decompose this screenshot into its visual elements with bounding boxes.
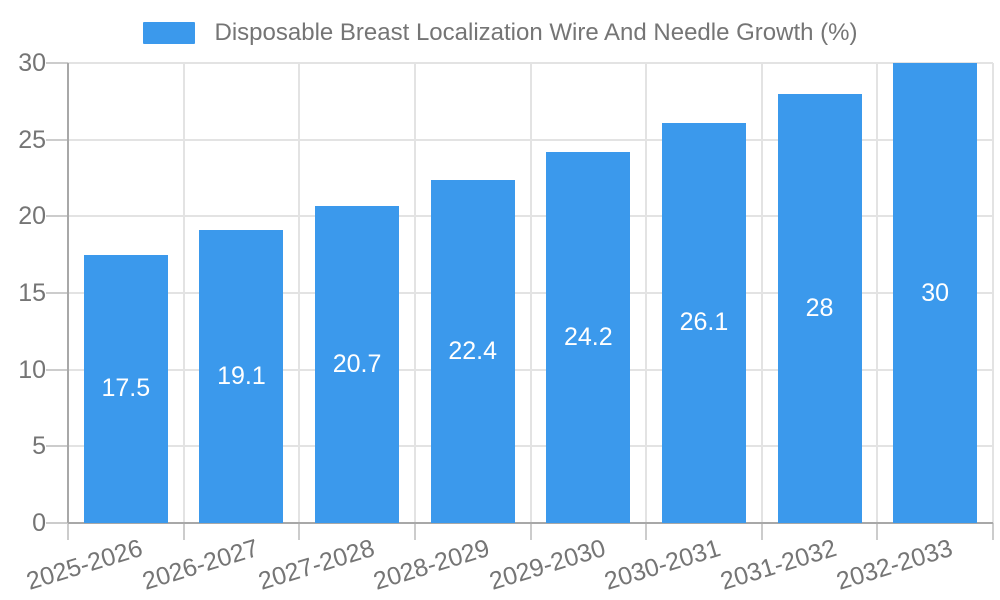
x-tick-mark [182,523,185,540]
y-tick-mark [46,62,68,64]
x-gridline [413,63,416,523]
x-axis-tick-label: 2030-2031 [601,534,725,596]
x-axis-tick-label: 2027-2028 [254,534,378,596]
bar-value-label: 24.2 [563,322,613,351]
x-axis-tick-label: 2025-2026 [23,534,146,596]
x-gridline [529,63,532,523]
bar-value-label: 30 [921,278,950,307]
y-axis-tick-label: 30 [18,49,46,77]
x-gridline [760,63,763,523]
x-axis-tick-label: 2026-2027 [139,534,262,596]
x-axis-tick-label: 2032-2033 [832,534,956,596]
y-tick-mark [46,445,68,448]
y-axis-tick-label: 5 [32,432,46,461]
legend: Disposable Breast Localization Wire And … [0,19,1000,47]
x-gridline [298,63,301,523]
x-axis-tick-label: 2031-2032 [717,534,840,596]
y-axis-tick-label: 20 [18,202,46,231]
x-tick-mark [413,523,416,540]
bar-value-label: 17.5 [101,374,151,403]
bar-value-label: 26.1 [679,308,729,337]
x-tick-mark [67,523,69,540]
x-tick-mark [645,523,648,540]
y-tick-mark [46,215,68,218]
x-gridline [876,63,879,523]
bar-value-label: 28 [805,293,834,322]
y-axis-tick-label: 0 [32,509,46,537]
bar-value-label: 22.4 [448,336,498,365]
y-axis-line [67,63,69,523]
x-axis-tick-label: 2029-2030 [485,534,609,596]
x-tick-mark [529,523,532,540]
y-tick-mark [46,522,68,524]
x-tick-mark [760,523,763,540]
bar[interactable]: 24.2 [546,151,631,523]
bar[interactable]: 17.5 [83,254,168,523]
x-gridline [182,63,185,523]
bar[interactable]: 20.7 [315,205,400,523]
legend-swatch[interactable] [142,22,195,44]
bar[interactable]: 30 [893,63,978,523]
y-tick-mark [46,138,68,141]
bar-value-label: 19.1 [217,362,266,391]
y-tick-mark [46,292,68,294]
bar[interactable]: 22.4 [430,179,515,523]
y-axis-tick-label: 10 [18,355,46,384]
x-axis-line [68,522,993,524]
x-tick-mark [298,523,301,540]
x-tick-mark [992,523,994,540]
x-tick-mark [876,523,879,540]
bar[interactable]: 26.1 [661,122,746,523]
y-tick-mark [46,368,68,371]
x-axis-tick-label: 2028-2029 [370,534,493,596]
legend-label[interactable]: Disposable Breast Localization Wire And … [214,19,858,46]
x-gridline [992,63,994,523]
bar[interactable]: 19.1 [199,230,284,523]
x-gridline [645,63,648,523]
y-axis-tick-label: 25 [18,125,46,154]
bar-value-label: 20.7 [332,349,382,378]
bar[interactable]: 28 [777,93,862,523]
y-axis-tick-label: 15 [18,279,46,307]
